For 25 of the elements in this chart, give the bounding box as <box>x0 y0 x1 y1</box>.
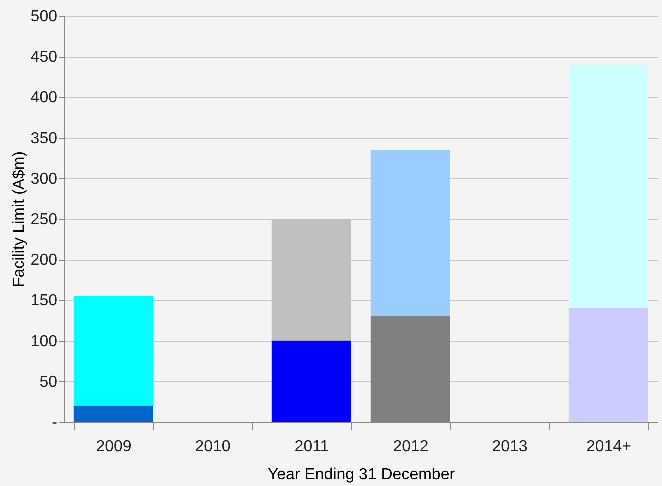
y-tick-label: - <box>52 414 58 432</box>
y-tick-label: 50 <box>40 374 58 391</box>
y-tick-label: 100 <box>30 333 58 350</box>
y-tick-label: 400 <box>30 90 58 107</box>
x-tick-label: 2010 <box>195 438 231 456</box>
bar <box>74 296 154 406</box>
y-tick-label: 150 <box>30 292 58 310</box>
y-axis-title: Facility Limit (A$m) <box>10 151 28 288</box>
bar <box>568 64 648 308</box>
y-tick-label: 500 <box>30 8 58 26</box>
bar <box>370 150 450 316</box>
bar <box>568 308 648 422</box>
x-tick-label: 2011 <box>294 438 330 456</box>
x-tick-label: 2013 <box>492 438 528 456</box>
bar <box>272 340 352 422</box>
y-tick-label: 350 <box>30 130 58 148</box>
x-axis-title: Year Ending 31 December <box>268 466 456 484</box>
x-tick-label: 2009 <box>96 438 132 456</box>
y-tick-label: 250 <box>30 212 58 228</box>
x-tick-label: 2014+ <box>586 438 632 456</box>
y-tick-label: 450 <box>30 49 58 66</box>
bar <box>74 406 154 422</box>
y-tick-label: 200 <box>30 252 58 270</box>
x-tick-label: 2012 <box>393 438 429 456</box>
y-tick-label: 300 <box>30 170 58 188</box>
